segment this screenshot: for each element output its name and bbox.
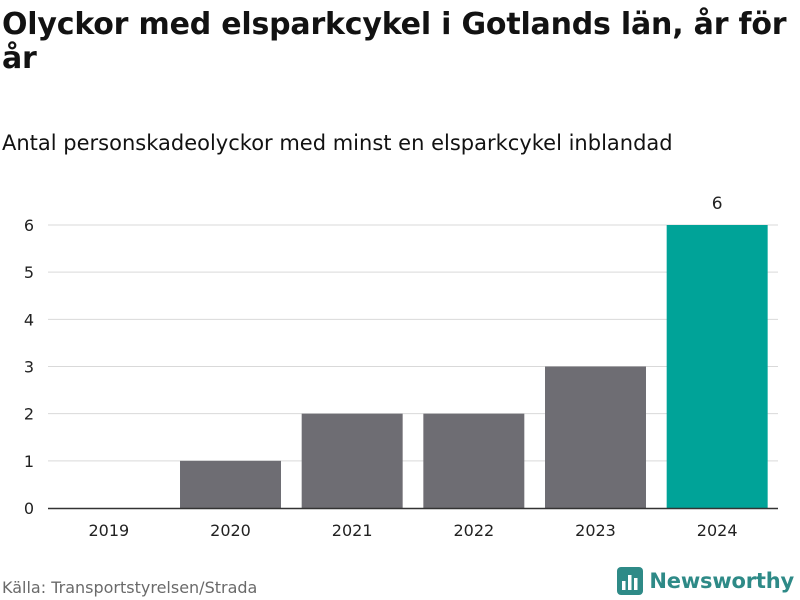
x-tick-label: 2021 <box>332 521 373 540</box>
newsworthy-logo: Newsworthy <box>617 567 794 595</box>
y-tick-label: 6 <box>24 216 34 235</box>
x-tick-label: 2020 <box>210 521 251 540</box>
labels: 0 1 2 3 4 5 6 2019 2020 2021 2022 2023 2024 6 <box>24 194 738 540</box>
gridlines <box>48 224 778 462</box>
y-tick-label: 3 <box>24 358 34 377</box>
chart-subtitle: Antal personskadeolyckor med minst en el… <box>2 131 673 155</box>
bar-2020 <box>180 460 281 508</box>
bar-2022 <box>423 413 525 508</box>
bar-2023 <box>545 366 646 508</box>
data-label: 6 <box>712 194 723 214</box>
bars <box>180 225 768 508</box>
bar-2024 <box>666 225 768 508</box>
y-tick-label: 1 <box>24 452 34 471</box>
brand-name: Newsworthy <box>649 569 794 593</box>
y-tick-label: 2 <box>24 405 34 424</box>
chart-title: Olyckor med elsparkcykel i Gotlands län,… <box>2 7 787 76</box>
source-note: Källa: Transportstyrelsen/Strada <box>2 578 258 597</box>
bar-chart: 0 1 2 3 4 5 6 2019 2020 2021 2022 2023 2024 6 <box>24 194 778 540</box>
x-tick-label: 2024 <box>697 521 738 540</box>
x-tick-label: 2023 <box>575 521 616 540</box>
y-tick-label: 4 <box>24 310 34 329</box>
y-tick-label: 0 <box>24 499 34 518</box>
bar-chart-logo-icon <box>617 567 644 595</box>
x-tick-label: 2019 <box>88 521 129 540</box>
bar-2021 <box>301 413 403 508</box>
x-tick-label: 2022 <box>453 521 494 540</box>
y-tick-label: 5 <box>24 263 34 282</box>
